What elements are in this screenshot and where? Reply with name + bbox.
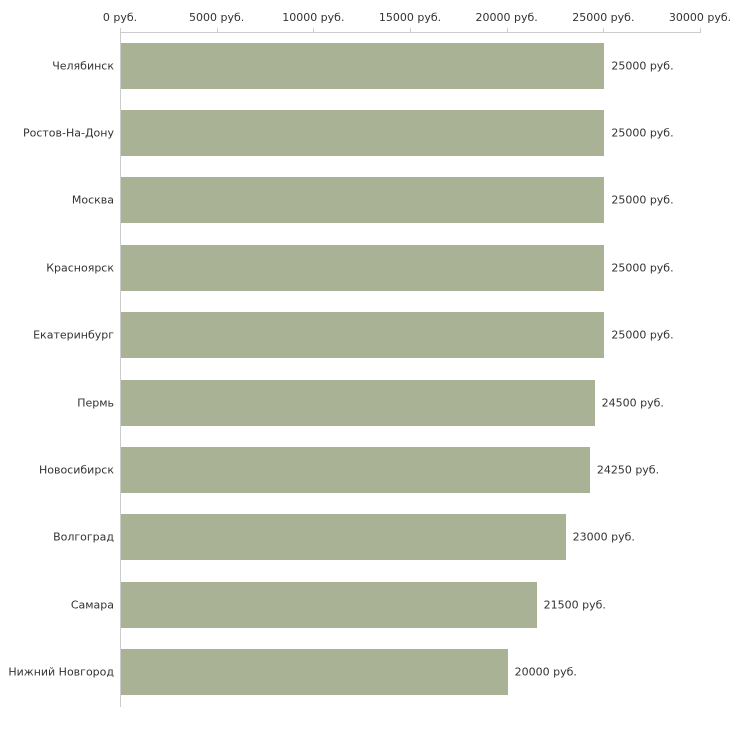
x-axis: 0 руб. 5000 руб. 10000 руб. 15000 руб. 20000… <box>0 0 730 32</box>
bar-row: Волгоград 23000 руб. <box>0 504 730 571</box>
x-tick-label: 10000 руб. <box>282 11 345 24</box>
bar <box>121 177 605 224</box>
category-label: Екатеринбург <box>33 328 114 342</box>
x-tick-label: 0 руб. <box>102 11 138 24</box>
x-tick-label: 15000 руб. <box>378 11 442 24</box>
x-axis-line <box>120 32 701 33</box>
x-tick-mark <box>216 28 218 32</box>
value-label: 25000 руб. <box>611 59 674 73</box>
bar-track: 23000 руб. <box>121 504 702 571</box>
bar-row: Ростов-На-Дону 25000 руб. <box>0 99 730 166</box>
bar-track: 20000 руб. <box>121 639 702 706</box>
bar-row: Нижний Новгород 20000 руб. <box>0 639 730 706</box>
value-label: 25000 руб. <box>611 126 674 140</box>
x-tick-mark <box>120 28 121 32</box>
bar-track: 21500 руб. <box>121 571 702 638</box>
value-label: 24250 руб. <box>596 463 660 477</box>
value-label: 20000 руб. <box>514 665 577 679</box>
bar <box>121 581 537 628</box>
category-label: Пермь <box>77 396 114 410</box>
value-label: 25000 руб. <box>611 328 674 342</box>
category-label: Новосибирск <box>38 463 114 477</box>
bar <box>121 110 605 157</box>
bar <box>121 649 508 696</box>
bar-track: 24500 руб. <box>121 369 702 436</box>
bar <box>121 42 605 89</box>
bar-row: Пермь 24500 руб. <box>0 369 730 436</box>
category-label: Ростов-На-Дону <box>22 126 114 140</box>
category-label: Самара <box>70 598 114 612</box>
bar-row: Москва 25000 руб. <box>0 167 730 234</box>
x-tick-mark <box>313 28 315 32</box>
bar <box>121 312 605 359</box>
bar-row: Красноярск 25000 руб. <box>0 234 730 301</box>
bar-track: 25000 руб. <box>121 167 702 234</box>
bar-track: 25000 руб. <box>121 99 702 166</box>
x-tick-label: 25000 руб. <box>572 11 635 24</box>
bar <box>121 244 605 291</box>
bar-row: Самара 21500 руб. <box>0 571 730 638</box>
bar-track: 24250 руб. <box>121 436 702 503</box>
bar-track: 25000 руб. <box>121 32 702 99</box>
category-label: Москва <box>71 193 114 207</box>
category-label: Волгоград <box>53 530 114 544</box>
bar-row: Екатеринбург 25000 руб. <box>0 302 730 369</box>
bar-rows: Челябинск 25000 руб. Ростов-На-Дону 25000 р… <box>0 32 730 706</box>
y-axis-line <box>120 32 121 707</box>
bar-row: Новосибирск 24250 руб. <box>0 436 730 503</box>
x-tick-label: 30000 руб. <box>668 11 730 24</box>
bar-track: 25000 руб. <box>121 234 702 301</box>
x-tick-mark <box>603 28 605 32</box>
x-tick-label: 5000 руб. <box>189 11 245 24</box>
value-label: 25000 руб. <box>611 193 674 207</box>
value-label: 25000 руб. <box>611 261 674 275</box>
bar <box>121 447 590 494</box>
x-tick-mark <box>506 28 508 32</box>
bar-row: Челябинск 25000 руб. <box>0 32 730 99</box>
value-label: 24500 руб. <box>601 396 664 410</box>
category-label: Нижний Новгород <box>8 665 114 679</box>
bar-track: 25000 руб. <box>121 302 702 369</box>
bar <box>121 379 595 426</box>
x-tick-mark <box>410 28 411 32</box>
category-label: Челябинск <box>52 59 114 73</box>
category-label: Красноярск <box>46 261 114 275</box>
x-tick-mark <box>700 28 701 32</box>
bar <box>121 514 566 561</box>
value-label: 23000 руб. <box>572 530 635 544</box>
x-tick-label: 20000 руб. <box>475 11 538 24</box>
value-label: 21500 руб. <box>543 598 606 612</box>
